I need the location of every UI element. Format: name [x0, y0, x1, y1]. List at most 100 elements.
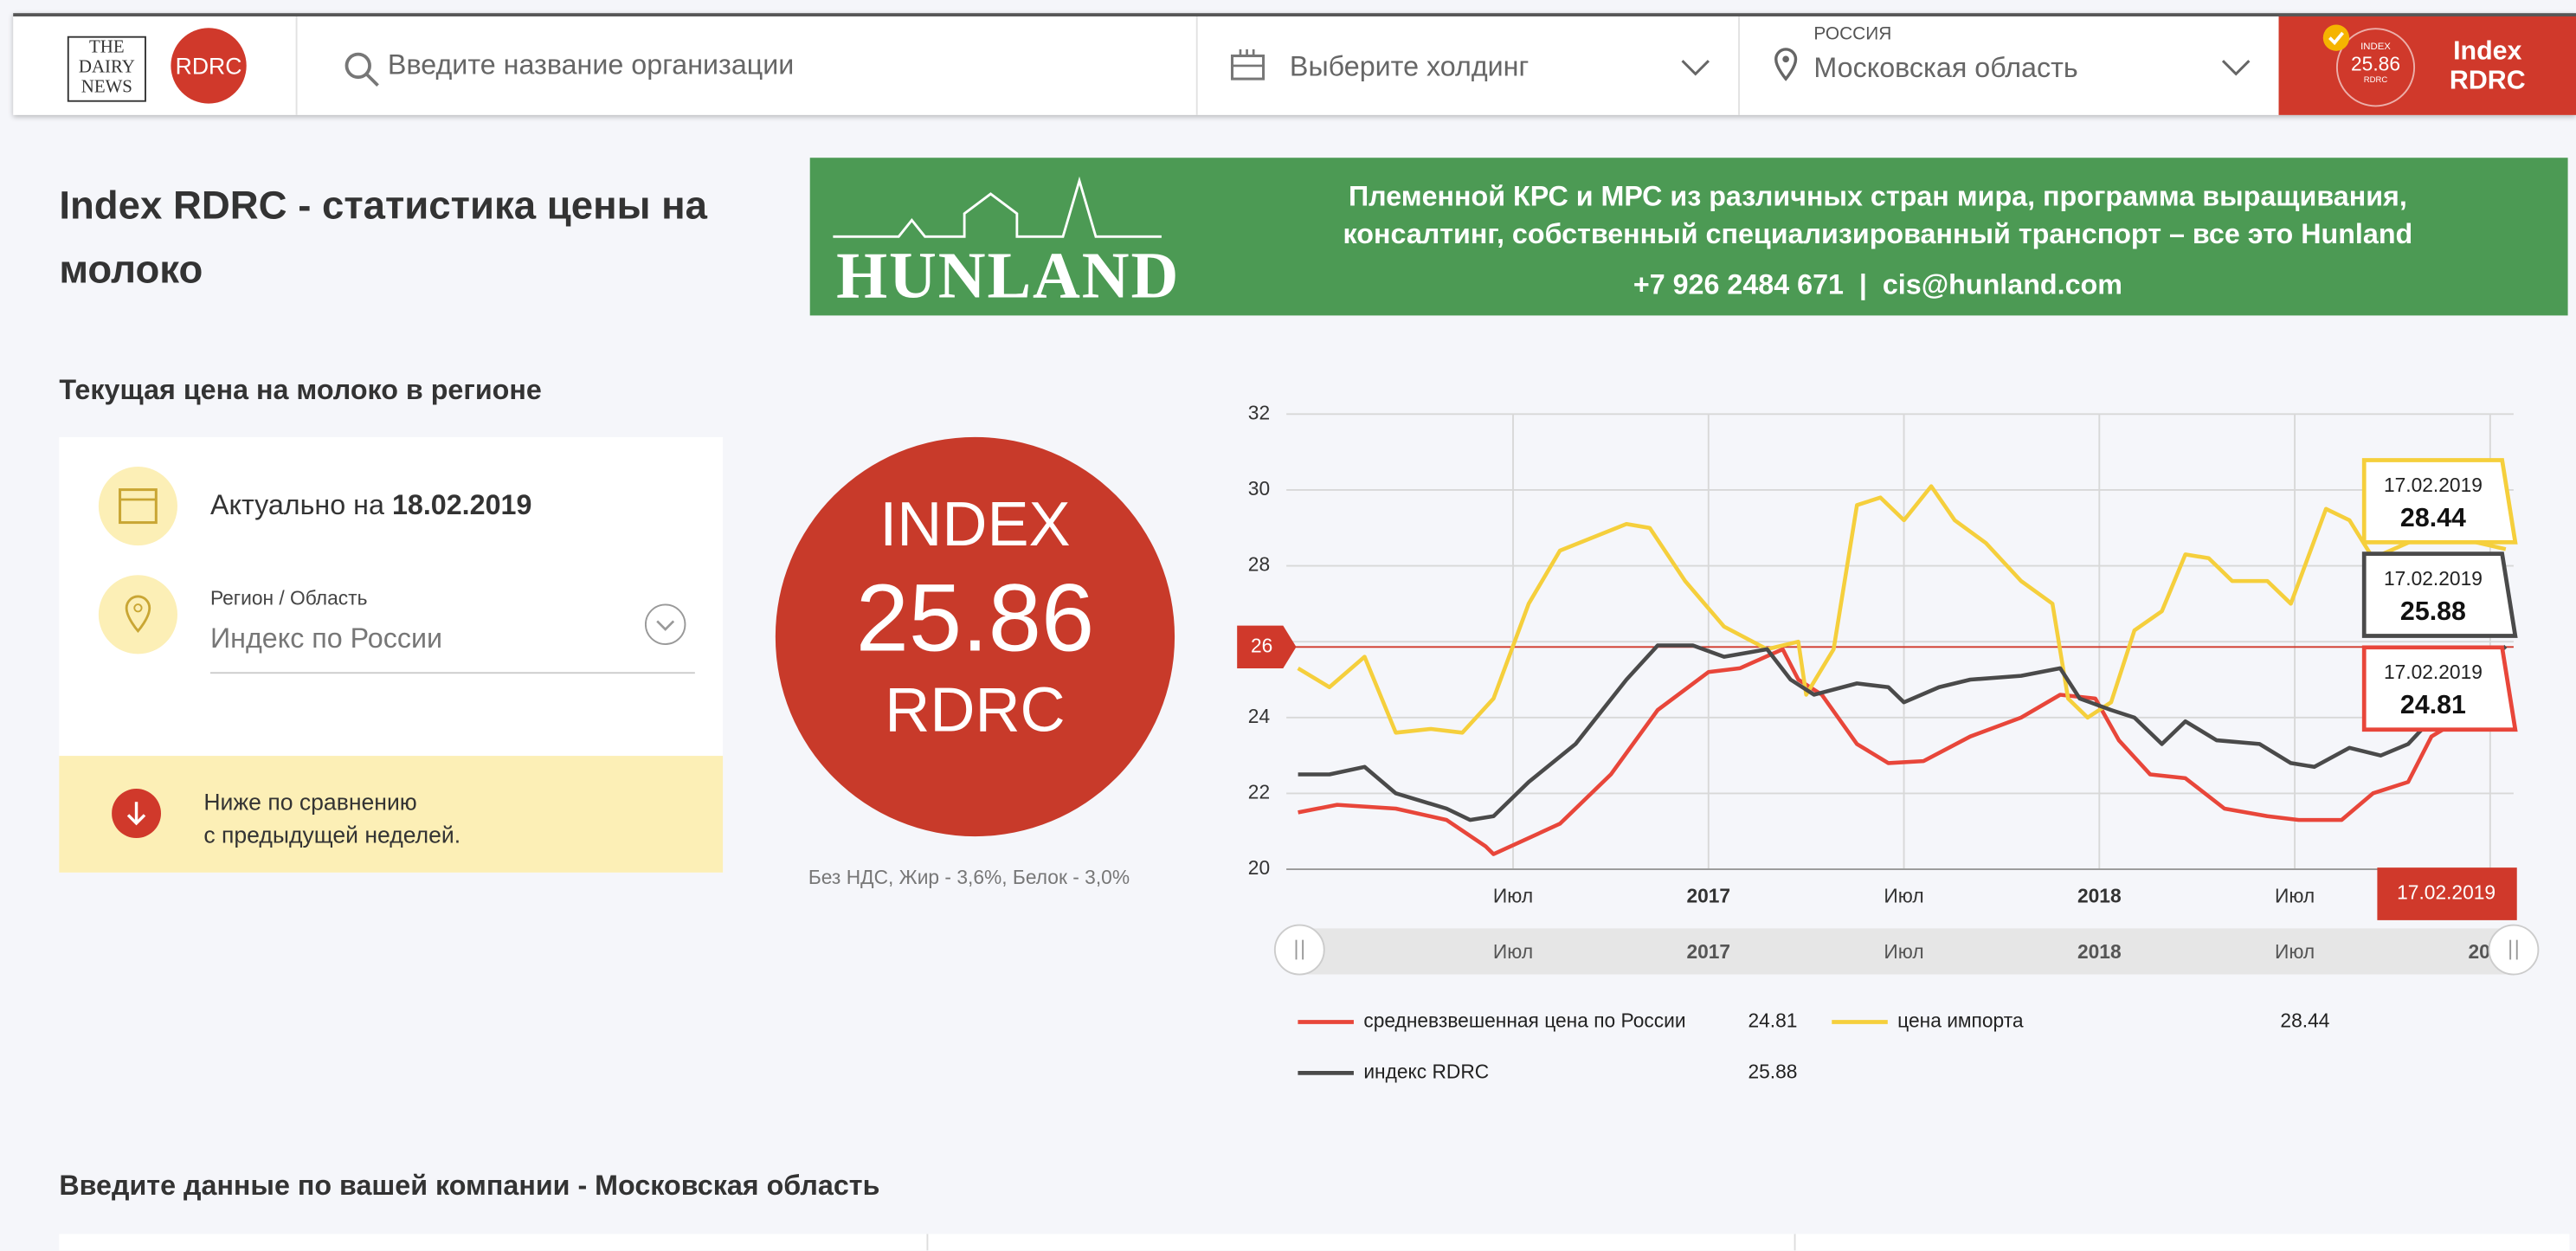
- navigator-label: Июл: [1884, 940, 1923, 963]
- calendar-icon: [98, 467, 177, 546]
- chart: 20222426283032Июл2017Июл2018Июл20192617.…: [1237, 401, 2540, 1082]
- legend-label: индекс RDRC: [1363, 1060, 1489, 1082]
- index-top: INDEX: [879, 491, 1071, 561]
- legend-label: цена импорта: [1897, 1009, 2024, 1032]
- dropdown-icon[interactable]: [642, 602, 688, 648]
- y-tick-label: 24: [1248, 705, 1270, 727]
- date-prefix: Актуально на: [209, 489, 384, 521]
- tooltip-date: 17.02.2019: [2384, 661, 2483, 683]
- navigator: [1298, 928, 2514, 975]
- y-tick-label: 32: [1248, 401, 1270, 423]
- price-card: Актуально на 18.02.2019 Регион / Область…: [59, 436, 724, 873]
- separator: [1195, 16, 1198, 115]
- banner-brand: HUNLAND: [836, 238, 1181, 313]
- tooltip-date: 17.02.2019: [2384, 567, 2483, 590]
- separator: [295, 16, 298, 115]
- x-tick-label: Июл: [1884, 884, 1923, 906]
- reference-label: 26: [1251, 634, 1272, 656]
- separator: [1738, 16, 1740, 115]
- tooltip-date: 17.02.2019: [2384, 474, 2483, 496]
- legend-label: средневзвешенная цена по России: [1363, 1009, 1685, 1032]
- tooltip-box: [2361, 458, 2518, 545]
- x-tick-label: 2017: [1686, 884, 1730, 906]
- banner-art: [833, 176, 1162, 238]
- tooltip-box: [2361, 551, 2518, 638]
- top-bar: THE DAIRY NEWS RDRC Введите название орг…: [13, 13, 2576, 115]
- region-select[interactable]: Индекс по России: [209, 622, 695, 674]
- search-input[interactable]: Введите название организации: [387, 48, 795, 81]
- note-line: с предыдущей неделей.: [203, 822, 461, 848]
- legend-item[interactable]: средневзвешенная цена по России 24.81: [1298, 1009, 1797, 1032]
- logo-line: THE: [89, 37, 125, 58]
- region-label: Регион / Область: [209, 586, 368, 610]
- ad-banner[interactable]: HUNLAND Племенной КРС и МРС из различных…: [809, 158, 2568, 316]
- y-tick-label: 30: [1248, 477, 1270, 500]
- badge: INDEX 25.86 RDRC: [2335, 28, 2416, 107]
- separator: [926, 1234, 929, 1251]
- reference-flag: [1237, 625, 1297, 668]
- tooltip-value: 25.88: [2400, 597, 2466, 626]
- index-button[interactable]: INDEX 25.86 RDRC Index RDRC: [2278, 16, 2576, 115]
- chevron: [2221, 60, 2251, 76]
- legend-value: 24.81: [1748, 1009, 1797, 1032]
- legend-value: 25.88: [1748, 1060, 1797, 1082]
- index-bottom: RDRC: [885, 676, 1066, 746]
- x-tick-label: 2018: [2077, 884, 2122, 906]
- navigator-label: Июл: [1493, 940, 1533, 963]
- tooltip-box: [2361, 645, 2518, 732]
- tooltip-value: 28.44: [2400, 504, 2466, 532]
- logo-line: NEWS: [80, 77, 132, 97]
- pin-icon: [98, 575, 177, 655]
- check-icon: [2322, 24, 2350, 51]
- series-line: [1297, 484, 2507, 735]
- banner-line: консалтинг, собственный специализированн…: [1343, 218, 2413, 250]
- tooltip-value: 24.81: [2400, 691, 2466, 719]
- legend-item[interactable]: индекс RDRC 25.88: [1298, 1060, 1797, 1082]
- separator: [1794, 1234, 1796, 1251]
- y-tick-label: 28: [1248, 553, 1270, 576]
- date-badge: [2377, 867, 2517, 920]
- index-footnote: Без НДС, Жир - 3,6%, Белок - 3,0%: [808, 866, 1130, 889]
- note-line: Ниже по сравнению: [203, 789, 417, 816]
- form-table: [59, 1234, 2570, 1251]
- index-button-line: RDRC: [2449, 67, 2526, 96]
- badge-bottom: RDRC: [2363, 75, 2388, 86]
- banner-line: Племенной КРС и МРС из различных стран м…: [1348, 180, 2407, 212]
- actual-date: Актуально на 18.02.2019: [210, 490, 532, 523]
- date-badge-label: 17.02.2019: [2397, 881, 2496, 904]
- holding-select[interactable]: Выберите холдинг: [1289, 50, 1530, 82]
- navigator-label: 2018: [2077, 940, 2122, 963]
- navigator-label: Июл: [2275, 940, 2315, 963]
- region-select[interactable]: Московская область: [1813, 52, 2078, 84]
- series-line: [1298, 647, 2508, 856]
- down-icon: [112, 789, 162, 838]
- x-tick-label: Июл: [2275, 884, 2315, 906]
- navigator-handle[interactable]: [1273, 924, 1325, 976]
- series-line: [1298, 643, 2508, 822]
- chevron: [1681, 60, 1710, 76]
- legend-item[interactable]: цена импорта 28.44: [1832, 1009, 2329, 1032]
- date-value: 18.02.2019: [391, 489, 532, 521]
- region-country: РОССИЯ: [1813, 24, 1892, 45]
- badge-value: 25.86: [2351, 52, 2401, 76]
- section-heading: Текущая цена на молоко в регионе: [59, 374, 542, 406]
- logo-mark[interactable]: RDRC: [171, 28, 247, 104]
- holding-icon: [1230, 48, 1265, 81]
- index-button-line: Index: [2453, 37, 2522, 66]
- banner-contact: +7 926 2484 671 | cis@hunland.com: [1633, 269, 2122, 301]
- trend-note: Ниже по сравнению с предыдущей неделей.: [59, 756, 724, 873]
- y-tick-label: 22: [1248, 780, 1270, 803]
- legend-value: 28.44: [2280, 1009, 2329, 1032]
- badge-top: INDEX: [2360, 42, 2391, 53]
- index-circle: INDEX 25.86 RDRC: [775, 436, 1175, 837]
- page-title: Index RDRC - статистика цены на молоко: [59, 184, 708, 293]
- logo[interactable]: THE DAIRY NEWS: [67, 35, 146, 102]
- search-icon: [345, 52, 379, 87]
- pin-icon: [1774, 48, 1798, 81]
- logo-line: DAIRY: [78, 57, 135, 78]
- y-tick-label: 20: [1248, 856, 1270, 879]
- navigator-handle[interactable]: [2488, 924, 2540, 976]
- navigator-label: 2017: [1686, 940, 1730, 963]
